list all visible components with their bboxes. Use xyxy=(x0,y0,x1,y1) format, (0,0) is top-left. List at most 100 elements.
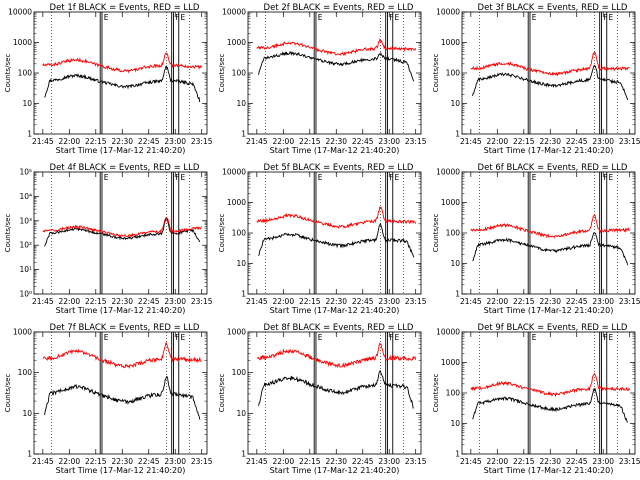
x-tick-label: 21:45 xyxy=(246,137,268,146)
series-line-lld xyxy=(470,52,630,77)
plot-frame xyxy=(247,11,422,135)
y-tick-label: 10000 xyxy=(8,8,32,17)
x-tick-label: 23:00 xyxy=(592,137,614,146)
panel-title: Det 5f BLACK = Events, RED = LLD xyxy=(264,163,414,173)
y-axis-label: Counts/sec xyxy=(432,214,440,253)
x-axis-label: Start Time (17-Mar-12 21:40:20) xyxy=(270,306,400,315)
x-axis-label: Start Time (17-Mar-12 21:40:20) xyxy=(484,306,614,315)
x-axis-label: Start Time (17-Mar-12 21:40:20) xyxy=(270,146,400,155)
y-tick-label: 1 xyxy=(27,130,32,139)
series-line-lld xyxy=(42,216,202,238)
x-tick-label: 22:45 xyxy=(138,457,160,466)
x-tick-label: 23:15 xyxy=(405,137,427,146)
x-tick-label: 22:45 xyxy=(138,297,160,306)
x-tick-label: 22:45 xyxy=(138,137,160,146)
marker-annotation: E xyxy=(395,333,400,342)
x-tick-label: 22:00 xyxy=(58,137,80,146)
marker-annotation: E xyxy=(318,333,323,342)
panel-title: Det 8f BLACK = Events, RED = LLD xyxy=(264,323,414,333)
y-axis-label: Counts/sec xyxy=(432,54,440,93)
y-tick-label: 10 xyxy=(450,419,460,428)
x-tick-label: 21:45 xyxy=(32,137,54,146)
x-tick-label: 22:15 xyxy=(513,457,535,466)
x-tick-label: 22:15 xyxy=(85,137,107,146)
y-tick-label: 100 xyxy=(446,389,461,398)
marker-annotation: F xyxy=(603,333,607,342)
marker-annotation: E xyxy=(181,13,186,22)
series-line-lld xyxy=(42,342,202,370)
x-tick-label: 23:15 xyxy=(191,137,213,146)
series-line-lld xyxy=(42,52,203,74)
x-tick-label: 22:45 xyxy=(352,137,374,146)
y-tick-label: 100 xyxy=(232,368,247,377)
series-line-lld xyxy=(470,213,630,239)
y-tick-label: 100 xyxy=(446,69,461,78)
y-tick-label: 1 xyxy=(241,130,246,139)
x-tick-label: 23:00 xyxy=(164,457,186,466)
x-tick-label: 21:45 xyxy=(460,137,482,146)
x-tick-label: 22:00 xyxy=(272,457,294,466)
y-tick-label: 1 xyxy=(241,450,246,459)
marker-annotation: E xyxy=(181,173,186,182)
y-tick-label: 10³ xyxy=(19,216,32,225)
x-tick-label: 22:00 xyxy=(272,297,294,306)
y-axis-label: Counts/sec xyxy=(4,54,12,93)
panel-det-4: Det 4f BLACK = Events, RED = LLD 10⁰ 10¹ 10… xyxy=(4,163,213,315)
y-tick-label: 10 xyxy=(22,99,32,108)
panel-title: Det 7f BLACK = Events, RED = LLD xyxy=(50,323,200,333)
panel-det-7: Det 7f BLACK = Events, RED = LLD 1 10 100 10… xyxy=(4,323,213,475)
x-axis-label: Start Time (17-Mar-12 21:40:20) xyxy=(484,466,614,475)
panel-det-2: Det 2f BLACK = Events, RED = LLD 1 10 100 10… xyxy=(218,3,427,155)
x-tick-label: 22:45 xyxy=(352,457,374,466)
y-tick-label: 10 xyxy=(236,409,246,418)
plot-frame xyxy=(247,171,422,295)
marker-annotation: E xyxy=(318,13,323,22)
x-tick-label: 22:45 xyxy=(566,137,588,146)
x-tick-label: 22:00 xyxy=(58,297,80,306)
marker-annotation: F xyxy=(603,13,607,22)
x-axis-label: Start Time (17-Mar-12 21:40:20) xyxy=(56,306,186,315)
marker-annotation: F xyxy=(175,173,179,182)
y-tick-label: 10⁵ xyxy=(19,168,32,177)
marker-annotation: E xyxy=(609,13,614,22)
x-tick-label: 23:00 xyxy=(378,297,400,306)
series-line-lld xyxy=(256,342,417,369)
x-tick-label: 22:30 xyxy=(325,457,347,466)
x-tick-label: 23:15 xyxy=(619,457,640,466)
x-tick-label: 22:45 xyxy=(566,457,588,466)
marker-annotation: E xyxy=(532,333,537,342)
x-tick-label: 22:00 xyxy=(486,457,508,466)
y-tick-label: 1000 xyxy=(227,198,246,207)
plot-frame xyxy=(33,331,208,455)
marker-annotation: E xyxy=(532,13,537,22)
series-line-lld xyxy=(256,206,417,230)
series-line-events xyxy=(258,50,415,82)
x-tick-label: 21:45 xyxy=(32,457,54,466)
y-tick-label: 1 xyxy=(27,450,32,459)
x-tick-label: 23:00 xyxy=(592,457,614,466)
marker-annotation: E xyxy=(532,173,537,182)
y-tick-label: 10 xyxy=(236,259,246,268)
y-axis-label: Counts/sec xyxy=(4,374,12,413)
y-tick-label: 100 xyxy=(232,229,247,238)
x-tick-label: 23:15 xyxy=(619,137,640,146)
x-tick-label: 23:00 xyxy=(378,457,400,466)
x-tick-label: 22:45 xyxy=(566,297,588,306)
x-tick-label: 21:45 xyxy=(460,297,482,306)
panel-det-3: Det 3f BLACK = Events, RED = LLD 1 10 100 10… xyxy=(432,3,640,155)
y-axis-label: Counts/sec xyxy=(432,374,440,413)
plot-frame xyxy=(461,11,636,135)
x-tick-label: 22:00 xyxy=(486,297,508,306)
x-tick-label: 22:30 xyxy=(539,457,561,466)
x-axis-label: Start Time (17-Mar-12 21:40:20) xyxy=(56,146,186,155)
y-tick-label: 1 xyxy=(241,290,246,299)
x-tick-label: 22:30 xyxy=(111,457,133,466)
x-tick-label: 22:30 xyxy=(325,297,347,306)
y-tick-label: 100 xyxy=(18,368,33,377)
x-tick-label: 21:45 xyxy=(246,457,268,466)
marker-annotation: E xyxy=(104,333,109,342)
marker-annotation: F xyxy=(389,13,393,22)
x-tick-label: 23:15 xyxy=(405,457,427,466)
x-tick-label: 22:00 xyxy=(486,137,508,146)
